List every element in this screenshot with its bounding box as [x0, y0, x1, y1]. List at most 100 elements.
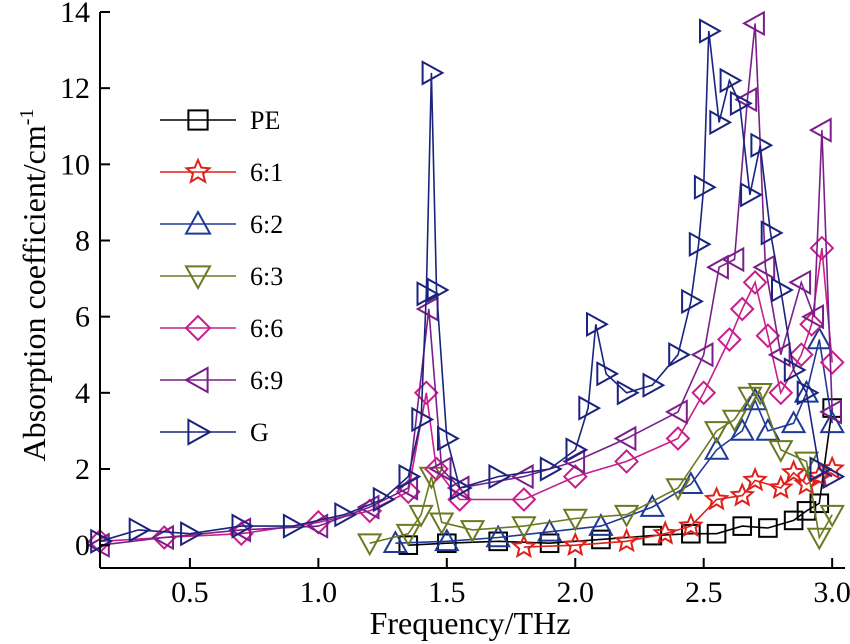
data-point-6-1 — [562, 531, 589, 557]
legend-label-6-6: 6:6 — [250, 314, 283, 343]
data-point-6-2 — [536, 518, 563, 542]
data-point-6-2 — [793, 379, 820, 403]
legend-item-g: G — [160, 418, 269, 447]
data-point-g — [421, 60, 445, 86]
data-point-6-3 — [747, 383, 773, 406]
data-point-g — [398, 463, 422, 490]
data-point-6-2 — [806, 326, 832, 350]
y-tick-label: 4 — [75, 377, 90, 410]
data-point-6-1 — [510, 533, 537, 559]
data-point-6-6 — [729, 296, 755, 322]
data-point-6-3 — [511, 516, 537, 540]
data-point-6-1 — [613, 527, 640, 553]
series-6-3 — [357, 383, 845, 557]
data-point-g — [750, 132, 774, 158]
data-point-6-6 — [788, 342, 814, 368]
data-point-6-3 — [459, 520, 486, 543]
data-point-g — [740, 182, 763, 208]
legend-item-6-2: 6:2 — [160, 209, 283, 239]
data-point-6-6 — [768, 380, 794, 406]
data-point-6-3 — [819, 504, 845, 528]
data-point-g — [411, 406, 435, 433]
series-6-6 — [87, 235, 845, 554]
legend: PE 6:1 6:2 6:3 6:6 6:9 G — [160, 106, 283, 447]
data-point-g — [822, 463, 846, 490]
series-pe — [398, 398, 842, 555]
data-point-g — [334, 502, 358, 528]
legend-label-6-3: 6:3 — [250, 262, 283, 291]
data-point-g — [760, 220, 784, 246]
data-point-g — [642, 372, 666, 398]
data-point-6-9 — [721, 246, 745, 273]
data-point-6-6 — [424, 456, 449, 482]
series-line-6-2 — [395, 339, 833, 544]
legend-item-6-9: 6:9 — [160, 366, 283, 395]
legend-marker-6-1 — [184, 157, 212, 184]
data-point-6-3 — [737, 386, 763, 410]
data-point-6-2 — [485, 524, 511, 548]
data-point-pe — [681, 523, 701, 544]
data-point-6-2 — [780, 410, 807, 434]
legend-item-pe: PE — [160, 106, 280, 135]
data-point-6-9 — [228, 517, 252, 543]
data-point-pe — [437, 533, 457, 554]
legend-marker-pe — [187, 109, 209, 131]
series-6-9 — [86, 10, 842, 558]
legend-label-6-9: 6:9 — [250, 366, 283, 395]
data-point-6-6 — [665, 426, 691, 451]
data-point-6-9 — [690, 342, 714, 368]
data-point-6-3 — [768, 440, 794, 463]
data-point-g — [282, 513, 306, 539]
data-point-6-2 — [729, 417, 755, 441]
data-point-6-6 — [691, 380, 717, 406]
y-tick-label: 2 — [75, 453, 90, 486]
data-point-g — [578, 395, 602, 421]
data-point-6-6 — [395, 479, 421, 505]
data-point-6-2 — [742, 387, 768, 411]
data-point-6-6 — [562, 464, 588, 490]
data-point-pe — [539, 533, 560, 554]
data-point-g — [809, 456, 833, 482]
data-point-6-6 — [447, 487, 473, 512]
data-point-g — [719, 67, 743, 94]
data-point-6-9 — [819, 399, 842, 425]
data-point-6-9 — [767, 342, 791, 368]
data-point-g — [488, 463, 512, 490]
legend-item-6-3: 6:3 — [160, 262, 283, 291]
legend-label-g: G — [250, 418, 269, 447]
x-tick-label: 2.0 — [557, 576, 595, 609]
data-point-6-9 — [752, 254, 776, 280]
data-point-6-9 — [801, 304, 824, 330]
data-point-g — [372, 486, 396, 513]
data-point-g — [668, 342, 692, 368]
data-point-g — [709, 109, 733, 136]
data-point-6-9 — [706, 254, 729, 280]
y-tick-label: 0 — [75, 529, 90, 562]
data-point-6-9 — [742, 10, 765, 37]
data-point-6-3 — [408, 504, 434, 528]
data-point-6-6 — [716, 327, 742, 352]
data-point-pe — [398, 535, 419, 555]
data-point-pe — [809, 493, 830, 514]
x-tick-label: 3.0 — [813, 576, 850, 609]
y-tick-label: 14 — [60, 0, 90, 29]
data-point-g — [586, 311, 609, 337]
legend-item-6-6: 6:6 — [160, 314, 283, 343]
data-point-g — [681, 288, 704, 315]
series-line-pe — [408, 407, 833, 546]
series-g — [90, 18, 846, 554]
data-point-g — [231, 513, 255, 539]
data-point-6-3 — [429, 512, 455, 536]
data-point-6-1 — [767, 474, 794, 499]
axes: 0 2 4 6 8 10 12 14 0.5 1.0 1.5 2.0 2.5 3.0 — [60, 0, 850, 609]
y-axis-title-superscript: -1 — [16, 109, 38, 126]
data-point-6-2 — [703, 436, 730, 460]
series-6-1 — [510, 455, 846, 559]
y-axis-title-main: Absorption coefficient/cm — [16, 125, 52, 461]
data-point-6-2 — [382, 530, 409, 553]
data-point-6-3 — [357, 533, 383, 557]
data-point-6-9 — [788, 269, 812, 296]
data-point-6-6 — [755, 323, 781, 349]
data-point-6-2 — [434, 528, 460, 552]
data-point-pe — [758, 518, 778, 538]
